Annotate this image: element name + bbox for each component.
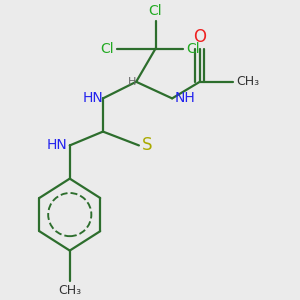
- Text: H: H: [128, 77, 136, 87]
- Text: CH₃: CH₃: [236, 75, 259, 88]
- Text: HN: HN: [82, 92, 103, 105]
- Text: CH₃: CH₃: [58, 284, 81, 297]
- Text: S: S: [142, 136, 152, 154]
- Text: O: O: [193, 28, 206, 46]
- Text: NH: NH: [175, 92, 196, 105]
- Text: HN: HN: [46, 138, 67, 152]
- Text: Cl: Cl: [149, 4, 162, 18]
- Text: Cl: Cl: [100, 42, 114, 56]
- Text: Cl: Cl: [186, 42, 200, 56]
